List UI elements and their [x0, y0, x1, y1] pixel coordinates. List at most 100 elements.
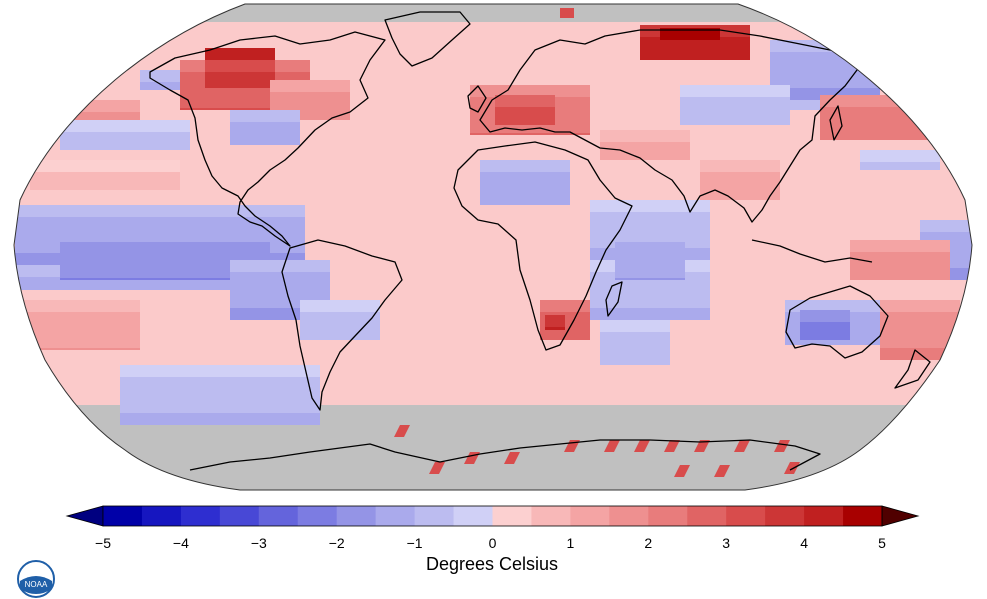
anomaly-cell [465, 441, 480, 453]
anomaly-cell [885, 441, 900, 453]
anomaly-cell [570, 477, 585, 489]
anomaly-cell [30, 205, 45, 217]
anomaly-cell [560, 133, 575, 135]
anomaly-cell [735, 453, 750, 465]
anomaly-cell [750, 4, 765, 12]
anomaly-cell [135, 230, 150, 242]
anomaly-cell [665, 284, 680, 296]
anomaly-cell [870, 405, 885, 417]
anomaly-cell [60, 254, 75, 266]
anomaly-cell [255, 230, 270, 242]
anomaly-cell [840, 465, 855, 477]
anomaly-cell [75, 489, 90, 490]
anomaly-cell [180, 132, 190, 144]
anomaly-cell [555, 405, 570, 417]
anomaly-cell [135, 184, 150, 190]
anomaly-cell [940, 131, 955, 140]
anomaly-cell [570, 300, 585, 312]
anomaly-cell [45, 489, 60, 490]
anomaly-cell [230, 308, 245, 320]
anomaly-cell [435, 429, 450, 441]
anomaly-cell [840, 405, 855, 417]
anomaly-cell [510, 184, 525, 196]
anomaly-cell [405, 429, 420, 441]
anomaly-cell [180, 4, 195, 12]
anomaly-cell [510, 417, 525, 429]
anomaly-cell [345, 312, 360, 324]
anomaly-cell [950, 244, 965, 256]
anomaly-cell [360, 336, 375, 340]
anomaly-cell [815, 76, 830, 88]
anomaly-cell [925, 336, 940, 348]
anomaly-cell [825, 489, 840, 490]
anomaly-cell [730, 25, 745, 37]
anomaly-cell [735, 405, 750, 417]
anomaly-cell [165, 205, 180, 217]
anomaly-cell [315, 12, 330, 22]
anomaly-cell [765, 465, 780, 477]
anomaly-cell [390, 4, 405, 12]
anomaly-cell [915, 12, 930, 22]
anomaly-cell [75, 217, 90, 229]
anomaly-cell [180, 108, 195, 110]
anomaly-cell [795, 417, 810, 429]
anomaly-cell [940, 95, 955, 107]
anomaly-cell [745, 184, 760, 196]
anomaly-cell [300, 336, 315, 340]
antarctic-anomaly-mark [734, 440, 750, 452]
anomaly-cell [780, 417, 795, 429]
anomaly-cell [885, 429, 900, 441]
anomaly-cell [845, 334, 850, 340]
anomaly-cell [300, 401, 315, 413]
anomaly-cell [30, 184, 45, 190]
anomaly-cell [75, 120, 90, 132]
anomaly-cell [180, 96, 195, 108]
anomaly-cell [575, 109, 590, 121]
anomaly-cell [220, 84, 235, 88]
anomaly-cell [870, 453, 885, 465]
anomaly-cell [645, 278, 660, 280]
anomaly-cell [245, 110, 260, 122]
anomaly-cell [260, 110, 275, 122]
anomaly-cell [875, 150, 890, 162]
anomaly-cell [870, 441, 885, 453]
anomaly-cell [105, 4, 120, 12]
anomaly-cell [35, 300, 50, 312]
anomaly-cell [650, 284, 665, 296]
anomaly-cell [660, 344, 670, 356]
anomaly-cell [375, 465, 390, 477]
anomaly-cell [245, 260, 260, 272]
anomaly-cell [180, 230, 195, 242]
anomaly-cell [120, 242, 135, 254]
anomaly-cell [275, 272, 290, 284]
anomaly-cell [330, 80, 345, 92]
anomaly-cell [955, 324, 960, 336]
anomaly-cell [14, 405, 15, 417]
anomaly-cell [205, 48, 220, 60]
anomaly-cell [105, 172, 120, 184]
anomaly-cell [50, 312, 65, 324]
anomaly-cell [210, 441, 225, 453]
legend-tick-label: −1 [406, 535, 423, 551]
anomaly-cell [245, 272, 260, 284]
anomaly-cell [540, 417, 555, 429]
anomaly-cell [720, 477, 735, 489]
anomaly-cell [600, 429, 615, 441]
anomaly-cell [555, 489, 570, 490]
anomaly-cell [930, 4, 945, 12]
anomaly-cell [45, 417, 60, 429]
anomaly-cell [840, 489, 855, 490]
anomaly-cell [845, 336, 860, 345]
anomaly-cell [570, 465, 585, 477]
legend-border [102, 505, 883, 527]
anomaly-cell [835, 119, 850, 131]
anomaly-cell [485, 85, 500, 97]
anomaly-cell [820, 107, 835, 119]
anomaly-cell [880, 131, 895, 140]
anomaly-cell [795, 429, 810, 441]
anomaly-cell [105, 477, 120, 489]
anomaly-cell [525, 477, 540, 489]
anomaly-cell [210, 377, 225, 389]
anomaly-cell [940, 264, 950, 276]
antarctic-anomaly-mark [784, 462, 800, 474]
